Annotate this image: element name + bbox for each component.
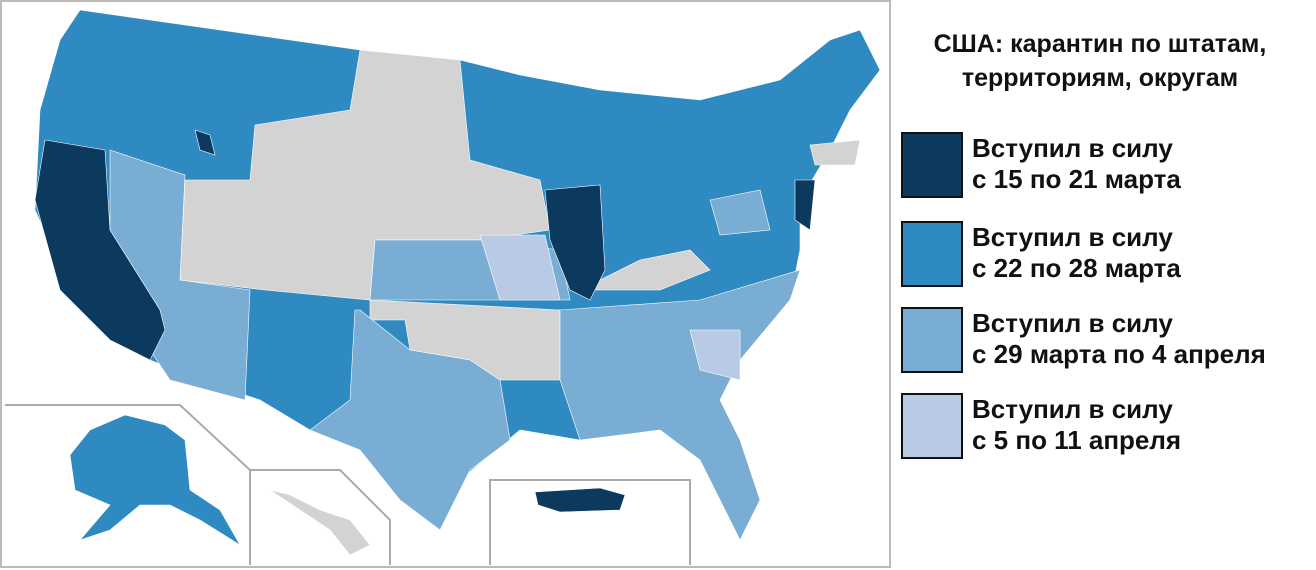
alaska — [69, 414, 241, 546]
legend-swatch — [901, 393, 963, 459]
legend-label: Вступил в силу — [972, 308, 1173, 338]
region — [809, 139, 861, 166]
hawaii — [269, 489, 371, 556]
region — [34, 139, 166, 361]
region — [479, 234, 561, 301]
us-map — [34, 9, 881, 541]
region — [709, 189, 771, 236]
alaska-inset — [5, 404, 251, 565]
region — [309, 309, 511, 531]
legend-swatch — [901, 132, 963, 198]
legend-label: с 15 по 21 марта — [972, 164, 1181, 194]
region — [579, 249, 711, 291]
legend-swatch — [901, 307, 963, 373]
legend-label: с 5 по 11 апреля — [972, 425, 1181, 455]
title-line: территориям, округам — [962, 64, 1238, 92]
legend-label: Вступил в силу — [972, 394, 1173, 424]
region — [794, 179, 816, 231]
legend-label: Вступил в силу — [972, 133, 1173, 163]
pr-inset — [489, 479, 691, 565]
legend-label: с 22 по 28 марта — [972, 253, 1181, 283]
region — [194, 129, 216, 156]
legend-label: Вступил в силу — [972, 222, 1173, 252]
legend-label: с 29 марта по 4 апреля — [972, 339, 1266, 369]
region — [544, 184, 606, 301]
region — [689, 329, 741, 381]
hawaii-inset — [250, 469, 391, 565]
puerto-rico — [534, 487, 626, 513]
insets — [5, 404, 691, 565]
legend-swatch — [901, 221, 963, 287]
title-line: США: карантин по штатам, — [934, 30, 1267, 58]
